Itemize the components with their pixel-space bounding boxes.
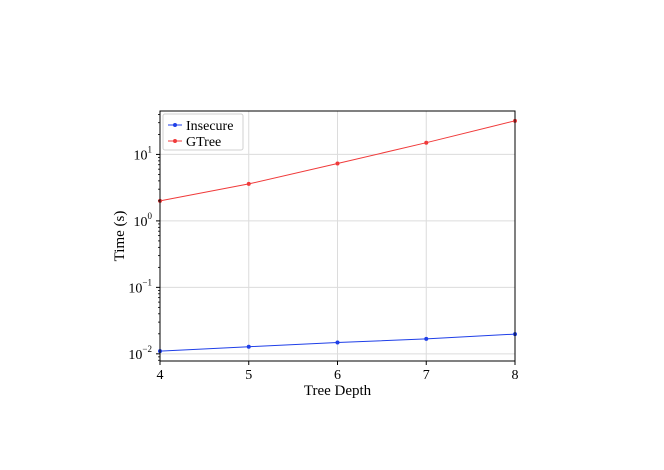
y-axis-label: Time (s) — [112, 211, 128, 262]
data-point-gtree — [335, 161, 340, 166]
y-axis: 10−2 10−1 100 101 — [128, 114, 160, 363]
data-point-insecure — [246, 344, 251, 349]
y-tick-label: 10−2 — [128, 344, 152, 363]
series-layer — [158, 118, 517, 354]
x-tick-label: 7 — [423, 368, 430, 383]
data-point-gtree — [246, 181, 251, 186]
legend-swatch-marker — [173, 123, 177, 127]
data-point-insecure — [424, 336, 429, 341]
y-tick-label: 10−1 — [128, 277, 152, 296]
legend-label: Insecure — [186, 119, 233, 134]
data-point-insecure — [335, 340, 340, 345]
x-tick-label: 6 — [334, 368, 341, 383]
legend-label: GTree — [186, 135, 221, 150]
legend-box — [162, 113, 244, 151]
legend-swatch-marker — [173, 139, 177, 143]
x-tick-label: 5 — [245, 368, 252, 383]
y-tick-label: 101 — [134, 144, 153, 163]
x-axis-label: Tree Depth — [304, 383, 372, 399]
x-axis: 4 5 6 7 8 — [157, 361, 519, 383]
x-tick-label: 4 — [157, 368, 164, 383]
x-tick-label: 8 — [512, 368, 519, 383]
y-tick-label: 100 — [134, 211, 153, 230]
data-point-gtree — [424, 140, 429, 145]
